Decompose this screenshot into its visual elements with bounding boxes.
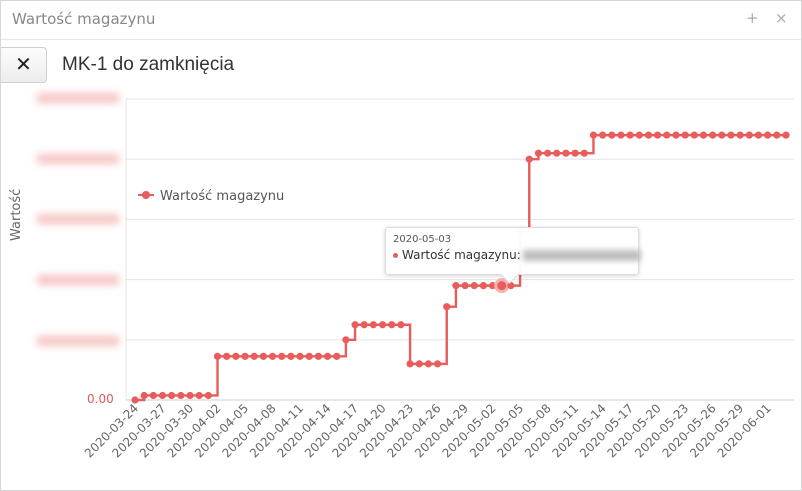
data-point[interactable] xyxy=(223,352,231,360)
data-point[interactable] xyxy=(461,282,469,290)
y-tick-label-redacted xyxy=(37,275,119,285)
data-point[interactable] xyxy=(397,321,405,329)
data-point[interactable] xyxy=(333,352,341,360)
data-point[interactable] xyxy=(406,360,414,368)
data-point[interactable] xyxy=(617,131,625,139)
data-point[interactable] xyxy=(470,282,478,290)
data-point[interactable] xyxy=(663,131,671,139)
close-report-button[interactable]: ✕ xyxy=(1,47,47,83)
data-point[interactable] xyxy=(433,360,442,368)
data-point[interactable] xyxy=(259,352,267,360)
data-point[interactable] xyxy=(635,131,643,139)
data-point[interactable] xyxy=(149,391,157,400)
data-point[interactable] xyxy=(782,131,790,139)
data-point[interactable] xyxy=(369,321,377,329)
maximize-icon[interactable]: + xyxy=(746,9,759,27)
y-tick-label-redacted xyxy=(37,214,119,224)
data-point[interactable] xyxy=(699,131,708,139)
data-point[interactable] xyxy=(773,131,781,139)
data-point[interactable] xyxy=(360,321,368,329)
data-point[interactable] xyxy=(388,321,396,329)
data-point[interactable] xyxy=(754,131,763,139)
data-point[interactable] xyxy=(268,352,277,360)
data-point[interactable] xyxy=(168,391,176,400)
data-point[interactable] xyxy=(672,131,680,139)
data-point[interactable] xyxy=(479,282,488,290)
data-point[interactable] xyxy=(323,352,332,360)
data-point[interactable] xyxy=(415,360,423,368)
data-point[interactable] xyxy=(608,131,616,139)
tooltip-value-redacted xyxy=(522,250,641,261)
close-window-icon[interactable]: × xyxy=(775,9,788,27)
data-point[interactable] xyxy=(305,352,313,360)
data-point[interactable] xyxy=(131,396,139,404)
tooltip-label: Wartość magazynu: xyxy=(402,248,521,262)
data-point[interactable] xyxy=(186,391,194,400)
data-point[interactable] xyxy=(452,282,460,290)
data-point[interactable] xyxy=(562,149,570,157)
y-tick-label-zero: 0.00 xyxy=(87,392,114,406)
data-point[interactable] xyxy=(314,352,322,360)
data-point[interactable] xyxy=(544,149,552,157)
data-point-highlighted[interactable] xyxy=(494,278,510,294)
y-tick-label-redacted xyxy=(37,154,119,164)
tooltip-series-dot xyxy=(393,253,398,258)
data-point[interactable] xyxy=(599,131,607,139)
data-point[interactable] xyxy=(718,131,726,139)
data-point[interactable] xyxy=(488,282,497,290)
data-point[interactable] xyxy=(342,336,350,344)
data-point[interactable] xyxy=(424,360,433,368)
data-point[interactable] xyxy=(534,149,543,157)
data-point[interactable] xyxy=(213,352,222,360)
y-tick-label-redacted xyxy=(37,93,119,103)
data-point[interactable] xyxy=(241,352,249,360)
data-point[interactable] xyxy=(644,131,653,139)
tooltip: 2020-05-03 Wartość magazynu: xyxy=(385,227,641,284)
data-point[interactable] xyxy=(654,131,662,139)
data-point[interactable] xyxy=(443,303,451,311)
legend-swatch-dot xyxy=(142,191,150,199)
data-point[interactable] xyxy=(287,352,295,360)
data-point[interactable] xyxy=(525,155,533,163)
data-point[interactable] xyxy=(690,131,698,139)
legend[interactable]: Wartość magazynu xyxy=(138,189,284,204)
data-point[interactable] xyxy=(681,131,689,139)
data-point[interactable] xyxy=(278,352,286,360)
data-point[interactable] xyxy=(204,391,212,400)
data-point[interactable] xyxy=(580,149,588,157)
report-title: MK-1 do zamknięcia xyxy=(62,54,235,75)
data-point[interactable] xyxy=(140,391,148,400)
data-point[interactable] xyxy=(736,131,744,139)
tooltip-date: 2020-05-03 xyxy=(393,234,452,245)
data-point[interactable] xyxy=(571,149,579,157)
y-tick-label-redacted xyxy=(37,336,119,346)
data-point[interactable] xyxy=(764,131,772,139)
data-point[interactable] xyxy=(507,282,515,290)
data-point[interactable] xyxy=(378,321,387,329)
data-point[interactable] xyxy=(296,352,304,360)
data-point[interactable] xyxy=(626,131,634,139)
data-point[interactable] xyxy=(589,131,598,139)
window-title: Wartość magazynu xyxy=(12,10,156,28)
data-point[interactable] xyxy=(709,131,717,139)
data-point[interactable] xyxy=(351,321,359,329)
data-point[interactable] xyxy=(232,352,240,360)
data-point[interactable] xyxy=(727,131,735,139)
data-point[interactable] xyxy=(158,391,167,400)
data-point[interactable] xyxy=(195,391,203,400)
data-point[interactable] xyxy=(553,149,561,157)
data-point[interactable] xyxy=(177,391,185,400)
tooltip-row: Wartość magazynu: xyxy=(393,248,641,262)
title-bar: Wartość magazynu + × xyxy=(1,1,801,40)
data-point[interactable] xyxy=(250,352,258,360)
legend-entry: Wartość magazynu xyxy=(160,189,284,204)
data-point[interactable] xyxy=(745,131,753,139)
